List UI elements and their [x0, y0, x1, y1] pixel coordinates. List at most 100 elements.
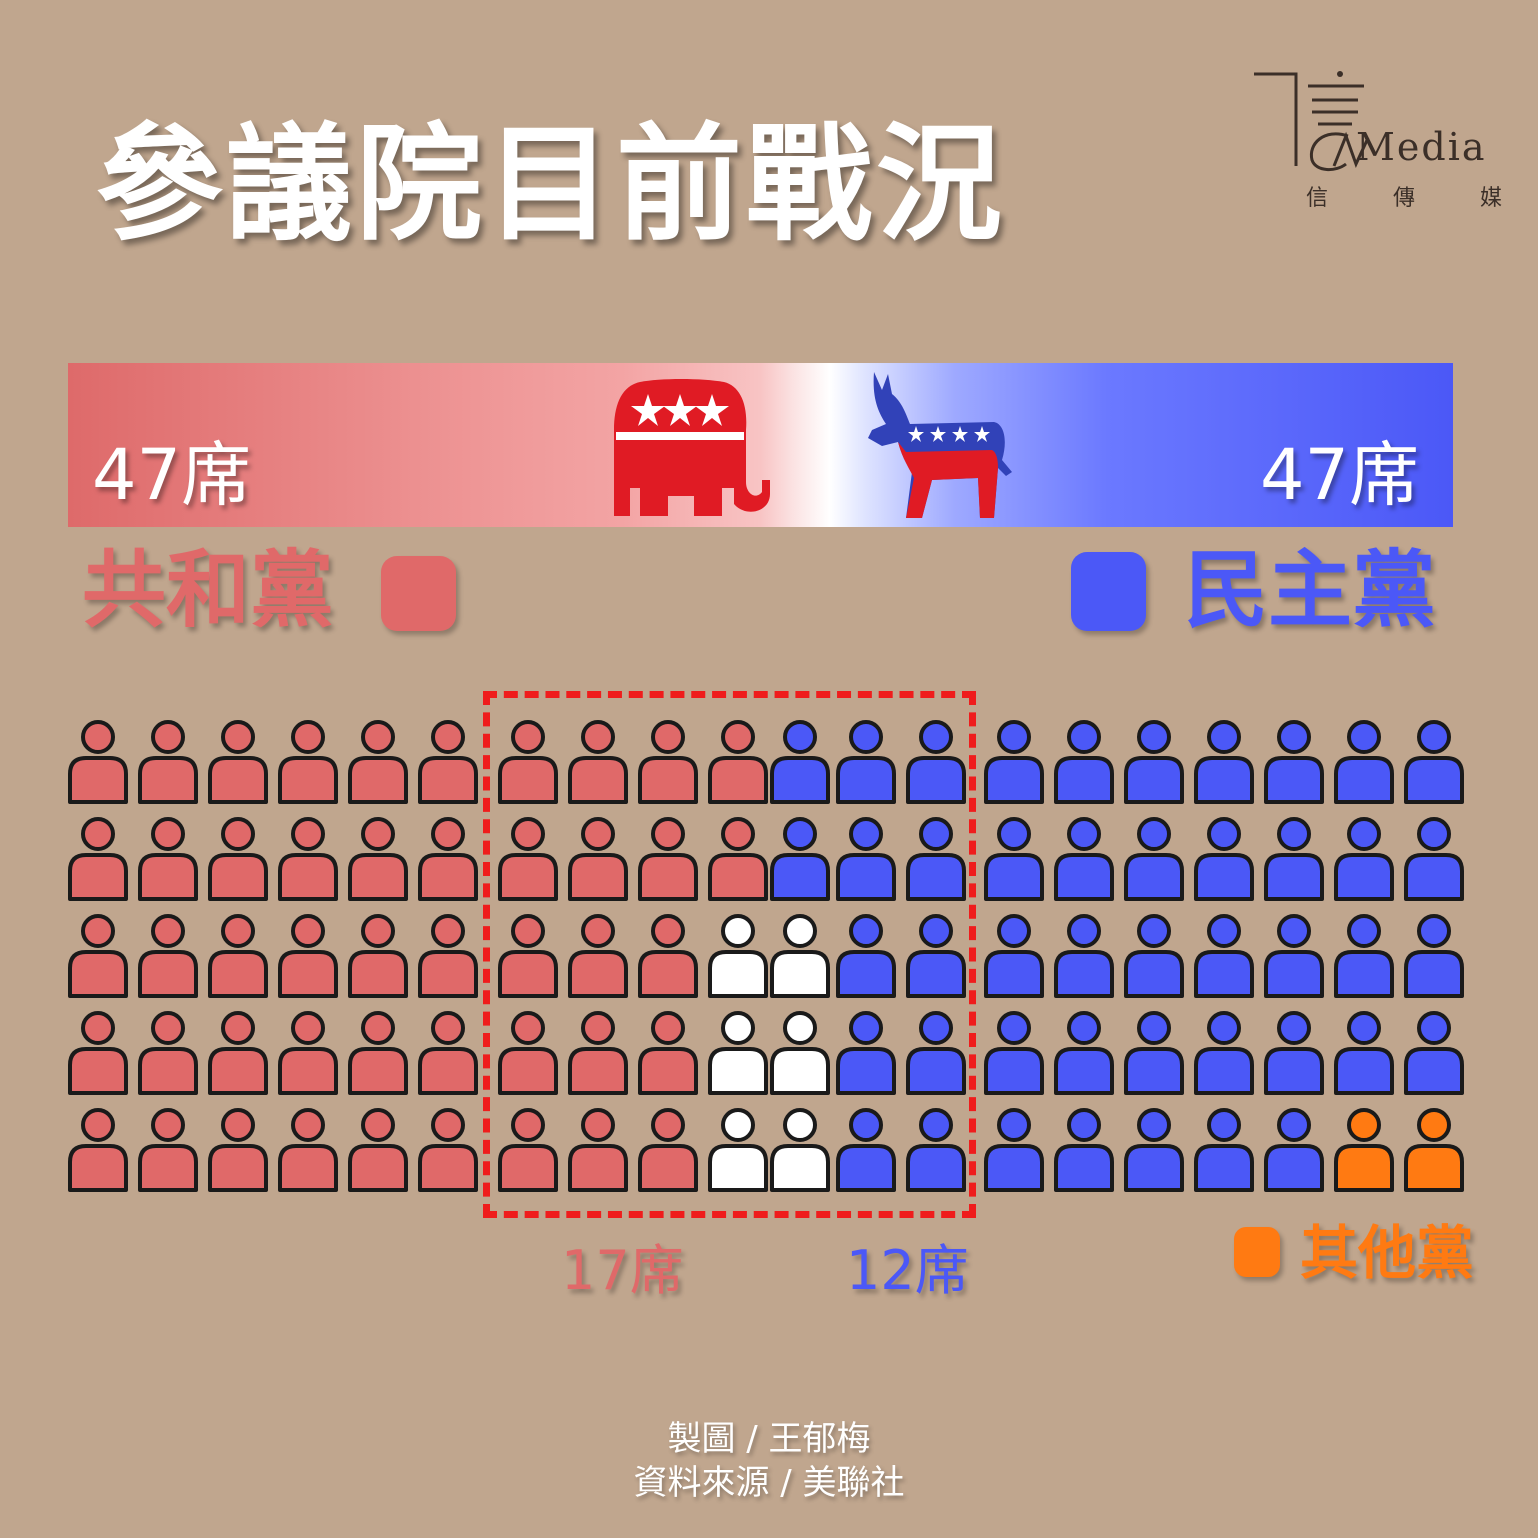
other-legend-label: 其他黨	[1300, 1219, 1475, 1287]
democratic-seat-person-icon	[906, 914, 966, 998]
republican-seat-person-icon	[638, 817, 698, 901]
democratic-seat-person-icon	[1404, 914, 1464, 998]
democratic-seat-person-icon	[770, 817, 830, 901]
republican-seat-person-icon	[138, 720, 198, 804]
republican-seat-person-icon	[568, 720, 628, 804]
republican-seat-person-icon	[638, 720, 698, 804]
logo-subtitle-char: 傳	[1392, 186, 1415, 211]
other-legend-swatch	[1234, 1227, 1280, 1277]
democratic-seat-person-icon	[1334, 720, 1394, 804]
republican-seat-person-icon	[568, 1108, 628, 1192]
democratic-seat-person-icon	[1404, 817, 1464, 901]
republican-seat-person-icon	[348, 1108, 408, 1192]
republican-seat-person-icon	[638, 1011, 698, 1095]
democratic-seat-person-icon	[1124, 720, 1184, 804]
democratic-seat-person-icon	[984, 720, 1044, 804]
republican-seat-count: 47席	[92, 434, 252, 516]
media-logo-icon	[1254, 71, 1370, 171]
republican-seat-person-icon	[708, 817, 768, 901]
republican-legend-label: 共和黨	[82, 541, 335, 639]
democratic-seat-person-icon	[906, 1011, 966, 1095]
undecided-seat-person-icon	[708, 1011, 768, 1095]
democratic-seat-person-icon	[1124, 1108, 1184, 1192]
republican-seat-person-icon	[68, 1108, 128, 1192]
republican-seat-person-icon	[348, 720, 408, 804]
democratic-seat-person-icon	[1054, 1108, 1114, 1192]
highlight-democratic-count: 12席	[846, 1239, 969, 1302]
democratic-seat-person-icon	[1404, 720, 1464, 804]
contested-seats-box	[483, 691, 976, 1218]
undecided-seat-person-icon	[708, 914, 768, 998]
democratic-seat-person-icon	[1194, 914, 1254, 998]
democratic-seat-person-icon	[906, 720, 966, 804]
democratic-seat-person-icon	[1054, 914, 1114, 998]
republican-seat-person-icon	[498, 720, 558, 804]
republican-seat-person-icon	[278, 1011, 338, 1095]
democratic-seat-person-icon	[1194, 817, 1254, 901]
democratic-seat-person-icon	[984, 1011, 1044, 1095]
republican-seat-person-icon	[418, 1108, 478, 1192]
democratic-seat-person-icon	[1264, 1011, 1324, 1095]
republican-seat-person-icon	[568, 1011, 628, 1095]
graphic-credit: 製圖 / 王郁梅	[667, 1419, 871, 1459]
democratic-seat-person-icon	[906, 817, 966, 901]
democratic-seat-person-icon	[1334, 1011, 1394, 1095]
democratic-seat-person-icon	[1264, 817, 1324, 901]
democratic-seat-person-icon	[770, 720, 830, 804]
republican-seat-person-icon	[208, 914, 268, 998]
logo-text: Media	[1356, 125, 1487, 169]
republican-seat-person-icon	[208, 817, 268, 901]
democratic-seat-person-icon	[1264, 1108, 1324, 1192]
republican-seat-person-icon	[638, 914, 698, 998]
republican-seat-person-icon	[348, 1011, 408, 1095]
republican-seat-person-icon	[278, 817, 338, 901]
republican-seat-person-icon	[68, 1011, 128, 1095]
democratic-seat-person-icon	[984, 817, 1044, 901]
undecided-seat-person-icon	[770, 914, 830, 998]
logo-subtitle: 信 傳 媒	[1306, 188, 1502, 210]
democratic-legend-label: 民主黨	[1184, 541, 1437, 639]
democratic-seat-person-icon	[1194, 1011, 1254, 1095]
republican-seat-person-icon	[498, 914, 558, 998]
republican-seat-person-icon	[208, 1108, 268, 1192]
undecided-seat-person-icon	[770, 1108, 830, 1192]
democratic-seat-person-icon	[836, 720, 896, 804]
republican-seat-person-icon	[348, 817, 408, 901]
republican-seat-person-icon	[278, 720, 338, 804]
republican-seat-person-icon	[68, 817, 128, 901]
democratic-seat-person-icon	[1264, 914, 1324, 998]
republican-seat-person-icon	[418, 817, 478, 901]
republican-seat-person-icon	[138, 1108, 198, 1192]
republican-seat-person-icon	[418, 1011, 478, 1095]
republican-seat-person-icon	[138, 817, 198, 901]
republican-legend-swatch	[381, 556, 456, 631]
democratic-seat-person-icon	[984, 1108, 1044, 1192]
democratic-seat-person-icon	[906, 1108, 966, 1192]
page-title: 參議院目前戰況	[96, 111, 1006, 258]
republican-seat-person-icon	[278, 914, 338, 998]
other-seat-person-icon	[1334, 1108, 1394, 1192]
republican-seat-person-icon	[68, 720, 128, 804]
democratic-seat-person-icon	[984, 914, 1044, 998]
democratic-seat-person-icon	[1404, 1011, 1464, 1095]
democratic-seat-person-icon	[836, 914, 896, 998]
republican-seat-person-icon	[498, 1011, 558, 1095]
democratic-seat-person-icon	[836, 1108, 896, 1192]
democratic-seat-count: 47席	[1260, 434, 1420, 516]
democratic-seat-person-icon	[836, 1011, 896, 1095]
democratic-seat-person-icon	[1054, 817, 1114, 901]
democratic-seat-person-icon	[836, 817, 896, 901]
republican-seat-person-icon	[708, 720, 768, 804]
donkey-icon	[868, 372, 1012, 518]
democratic-seat-person-icon	[1054, 720, 1114, 804]
elephant-icon	[614, 379, 770, 516]
republican-seat-person-icon	[568, 817, 628, 901]
republican-seat-person-icon	[638, 1108, 698, 1192]
democratic-seat-person-icon	[1054, 1011, 1114, 1095]
republican-seat-person-icon	[348, 914, 408, 998]
democratic-seat-person-icon	[1264, 720, 1324, 804]
republican-seat-person-icon	[138, 914, 198, 998]
republican-seat-person-icon	[498, 817, 558, 901]
highlight-republican-count: 17席	[561, 1239, 684, 1302]
republican-seat-person-icon	[498, 1108, 558, 1192]
